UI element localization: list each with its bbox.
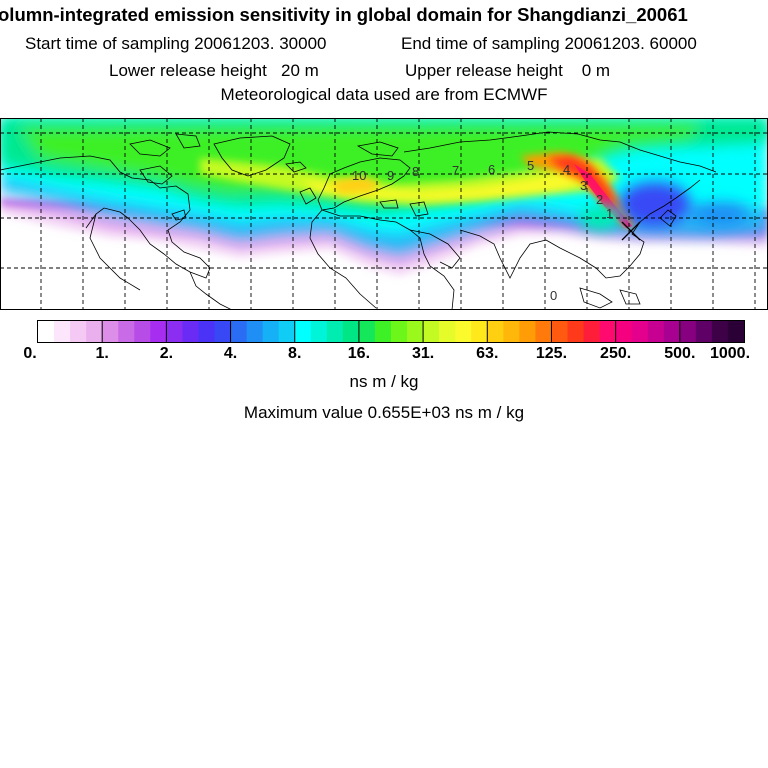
colorbar-swatch — [391, 321, 408, 342]
colorbar-swatch — [86, 321, 103, 342]
lower-release-height-label: Lower release height 20 m — [109, 61, 319, 80]
colorbar-swatch — [102, 321, 119, 342]
day-marker-6: 6 — [488, 162, 495, 177]
colorbar-swatch — [615, 321, 633, 342]
colorbar-swatch — [487, 321, 504, 342]
colorbar-swatch — [326, 321, 344, 342]
colorbar-swatch — [631, 321, 649, 342]
day-marker-0: 0 — [550, 288, 557, 303]
colorbar-swatch — [294, 321, 312, 342]
colorbar-tick-label: 125. — [535, 345, 568, 362]
release-site-marker — [621, 221, 641, 241]
colorbar-swatch — [599, 321, 617, 342]
graticule — [1, 119, 767, 309]
day-marker-4: 4 — [563, 162, 570, 177]
colorbar-units: ns m / kg — [349, 372, 419, 391]
colorbar-swatch — [262, 321, 280, 342]
colorbar-swatch — [423, 321, 440, 342]
colorbar-tick-label: 31. — [411, 345, 435, 362]
colorbar-swatch — [54, 321, 71, 342]
maximum-value-label: Maximum value 0.655E+03 ns m / kg — [243, 403, 525, 422]
colorbar-tick-label: 4. — [223, 345, 238, 362]
colorbar-swatch — [503, 321, 520, 342]
sensitivity-pacific-swirl — [580, 182, 750, 230]
colorbar-swatch — [695, 321, 713, 342]
day-marker-10: 10 — [352, 168, 366, 183]
colorbar-swatch — [519, 321, 537, 342]
colorbar-swatch — [166, 321, 184, 342]
colorbar-swatch — [182, 321, 200, 342]
colorbar-swatch — [567, 321, 585, 342]
colorbar-swatch — [278, 321, 296, 342]
colorbar-swatch — [358, 321, 376, 342]
day-marker-7: 7 — [452, 163, 459, 178]
colorbar-frame — [37, 320, 745, 343]
colorbar-tick-label: 0. — [23, 345, 37, 362]
colorbar-swatch — [663, 321, 681, 342]
colorbar-swatch — [214, 321, 232, 342]
colorbar-swatch — [118, 321, 135, 342]
day-marker-9: 9 — [387, 168, 394, 183]
sensitivity-band-yellow — [200, 158, 620, 206]
colorbar-tick-label: 2. — [159, 345, 174, 362]
colorbar-tick-label: 63. — [476, 345, 499, 362]
colorbar-swatch — [727, 321, 745, 342]
colorbar-tick-label: 1000. — [709, 345, 751, 362]
colorbar-swatch — [70, 321, 87, 342]
colorbar-tick-label: 1. — [95, 345, 109, 362]
end-time-label: End time of sampling 20061203. 60000 — [401, 34, 697, 53]
colorbar-tick-label: 8. — [288, 345, 302, 362]
met-data-label: Meteorological data used are from ECMWF — [220, 85, 548, 104]
colorbar-tick-label: 500. — [664, 345, 696, 362]
day-marker-3: 3 — [580, 178, 587, 193]
colorbar — [37, 320, 745, 343]
plot-title: olumn-integrated emission sensitivity in… — [0, 4, 688, 25]
emission-sensitivity-map: 10 9 8 7 6 5 4 3 2 1 0 — [0, 118, 768, 310]
colorbar-swatch — [711, 321, 729, 342]
colorbar-tick-label: 16. — [347, 345, 371, 362]
colorbar-swatch — [439, 321, 456, 342]
day-marker-2: 2 — [596, 192, 603, 207]
day-marker-8: 8 — [412, 164, 419, 179]
colorbar-swatch — [134, 321, 151, 342]
colorbar-swatch — [455, 321, 472, 342]
colorbar-swatch — [583, 321, 601, 342]
colorbar-swatch — [38, 321, 55, 342]
start-time-label: Start time of sampling 20061203. 30000 — [25, 34, 327, 53]
colorbar-swatch — [150, 321, 167, 342]
colorbar-swatch — [374, 321, 392, 342]
colorbar-swatch — [310, 321, 328, 342]
day-marker-5: 5 — [527, 158, 534, 173]
coastlines — [1, 131, 717, 309]
colorbar-swatch — [679, 321, 697, 342]
colorbar-swatch — [407, 321, 424, 342]
colorbar-swatch — [551, 321, 569, 342]
day-marker-1: 1 — [606, 206, 613, 221]
upper-release-height-label: Upper release height 0 m — [405, 61, 611, 80]
colorbar-swatch — [535, 321, 553, 342]
colorbar-swatch — [342, 321, 360, 342]
colorbar-swatch — [471, 321, 488, 342]
colorbar-tick-label: 250. — [600, 345, 632, 362]
colorbar-swatch — [647, 321, 665, 342]
colorbar-swatch — [230, 321, 248, 342]
colorbar-swatch — [246, 321, 264, 342]
colorbar-swatch — [198, 321, 216, 342]
